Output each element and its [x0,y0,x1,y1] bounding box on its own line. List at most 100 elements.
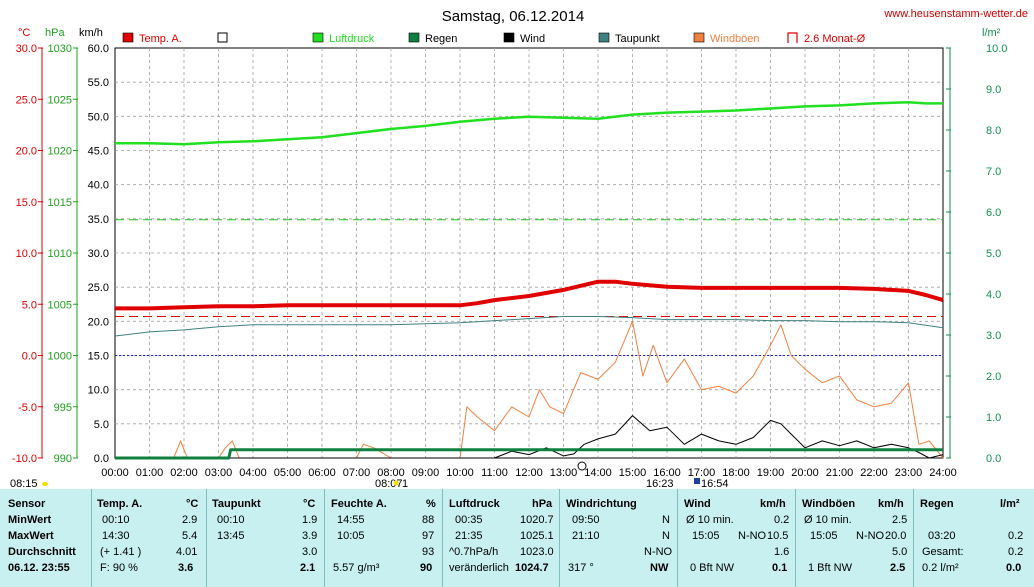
gust-beaufort: 1 Bft NW [808,562,853,574]
wind-beaufort: 0 Bft NW [690,562,735,574]
rain-tick-label: 6.0 [986,207,1001,219]
time-tick-label: 18:00 [722,467,750,479]
moon-icon [393,480,399,486]
legend-swatch [503,32,515,43]
legend-label: Regen [425,33,457,45]
dewpoint-max-time: 13:45 [217,530,245,542]
temp-tick-label: -5.0 [18,402,37,414]
legend-item: Windböen [693,32,760,45]
gust-column: Windböen km/h Ø 10 min. 2.5 15:05 N-NO 2… [795,489,913,587]
rain-tick-label: 7.0 [986,166,1001,178]
max-row-label: MaxWert [8,530,54,542]
dewpoint-header: Taupunkt [212,498,261,510]
wind-direction-marker [577,461,587,471]
wind-tick-label: 10.0 [88,385,109,397]
legend-item: Taupunkt [598,32,660,45]
rain-unit-label: l/m² [982,27,1001,39]
wind-tick-label: 40.0 [88,180,109,192]
wind-tick-label: 30.0 [88,248,109,260]
rain-tick-label: 10.0 [986,43,1007,55]
humidity-avg-value: 93 [422,546,435,558]
temp-min-value: 2.9 [182,514,198,526]
dewpoint-min-value: 1.9 [302,514,318,526]
direction-now-value: NW [650,562,669,574]
legend-swatch [217,32,228,43]
pressure-now-value: 1024.7 [515,562,549,574]
pressure-tick-label: 1005 [48,299,72,311]
temp-unit-label: °C [18,27,30,39]
legend: Temp. A. Luftdruck Regen Wind Taupunkt Windbö… [122,32,866,45]
temp-tick-label: 0.0 [22,351,37,363]
legend-item [217,32,228,43]
gust-min-label: Ø 10 min. [804,514,852,526]
time-tick-label: 01:00 [136,467,164,479]
temp-tick-label: 10.0 [16,248,37,260]
time-tick-label: 23:00 [895,467,923,479]
legend-item: Luftdruck [312,32,375,45]
temp-tick-label: 5.0 [22,299,37,311]
time-tick-label: 15:00 [619,467,647,479]
rain-tick-label: 4.0 [986,289,1001,301]
time-tick-label: 16:00 [653,467,681,479]
pressure-max-time: 21:35 [455,530,483,542]
pressure-min-value: 1020.7 [520,514,554,526]
humidity-header: Feuchte A. [331,498,387,510]
series-line-taupunkt [114,316,944,337]
legend-label: Taupunkt [615,33,660,45]
dewpoint-avg-value: 3.0 [302,546,318,558]
legend-label: Wind [520,33,545,45]
time-tick-label: 20:00 [791,467,819,479]
wind-tick-label: 55.0 [88,77,109,89]
rain-max-value: 0.2 [1008,530,1024,542]
dewpoint-max-value: 3.9 [302,530,318,542]
series-group [114,101,944,460]
moon-phase-label: 1 [402,478,408,489]
rain-tick-label: 3.0 [986,330,1001,342]
legend-swatch [787,32,798,43]
gust-max-value: 20.0 [885,530,907,542]
gust-now-value: 2.5 [890,562,906,574]
gust-avg-value: 5.0 [892,546,908,558]
temp-now-extra: F: 90 % [100,562,138,574]
sensor-column: Sensor MinWert MaxWert Durchschnitt 06.1… [0,489,90,587]
direction-min-value: N [662,514,670,526]
temp-tick-label: 25.0 [16,94,37,106]
time-tick-label: 00:00 [101,467,129,479]
gust-unit: km/h [878,498,904,510]
rain-now-extra: 0.2 l/m² [922,562,959,574]
gust-max-time: 15:05 [810,530,838,542]
rain-max-time: 03:20 [928,530,956,542]
pressure-tick-label: 1020 [48,146,72,158]
legend-swatch [312,32,324,43]
pressure-avg-extra: ^0.7hPa/h [449,546,499,558]
wind-min-label: Ø 10 min. [686,514,734,526]
pressure-header: Luftdruck [449,498,500,510]
grid [114,47,944,459]
direction-min-time: 09:50 [572,514,600,526]
time-tick-label: 02:00 [170,467,198,479]
wind-direction-column: Windrichtung 09:50 N 21:10 N N-NO 317 ° … [559,489,677,587]
legend-item: Temp. A. [122,32,182,45]
website-label[interactable]: www.heusenstamm-wetter.de [883,8,1028,20]
pressure-tick-label: 1010 [48,248,72,260]
rain-now-value: 0.0 [1006,562,1022,574]
gust-header: Windböen [802,498,856,510]
humidity-min-time: 14:55 [337,514,365,526]
time-tick-label: 07:00 [343,467,371,479]
rain-header: Regen [920,498,954,510]
pressure-tick-label: 995 [54,402,72,414]
rain-tick-label: 9.0 [986,84,1001,96]
dewpoint-unit: °C [303,498,316,510]
humidity-max-time: 10:05 [337,530,365,542]
time-tick-label: 19:00 [757,467,785,479]
wind-tick-label: 5.0 [94,419,109,431]
humidity-unit: % [426,498,436,510]
time-tick-label: 10:00 [446,467,474,479]
wind-tick-label: 35.0 [88,214,109,226]
rain-tick-label: 5.0 [986,248,1001,260]
legend-label: Luftdruck [329,33,375,45]
wind-min-value: 0.2 [774,514,790,526]
pressure-min-time: 00:35 [455,514,483,526]
pressure-tick-label: 1015 [48,197,72,209]
legend-swatch [408,32,420,43]
